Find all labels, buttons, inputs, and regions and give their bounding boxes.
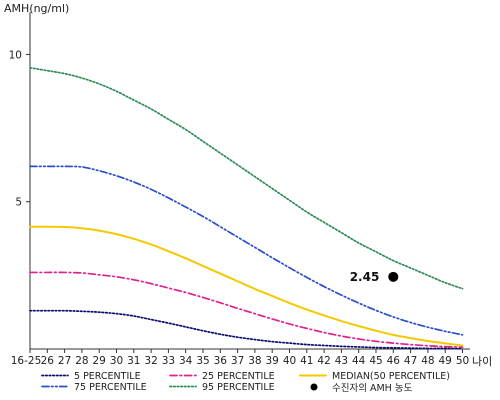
- x-tick-label: 16-25: [11, 355, 42, 367]
- x-tick-label: 35: [196, 355, 209, 367]
- y-tick-label: 5: [15, 197, 22, 209]
- point-layer: 2.45: [350, 270, 399, 284]
- legend-label: 5 PERCENTILE: [74, 371, 141, 382]
- series-line-95-percentile: [29, 66, 464, 290]
- x-tick-label: 28: [75, 355, 88, 367]
- x-tick-label: 29: [93, 355, 106, 367]
- x-tick-label: 38: [248, 355, 261, 367]
- patient-point-label: 2.45: [350, 270, 380, 284]
- series-layer: [29, 66, 464, 350]
- x-tick-label: 45: [369, 355, 382, 367]
- patient-point: [388, 271, 399, 282]
- x-tick-label: 31: [127, 355, 140, 367]
- x-tick-label: 33: [162, 355, 175, 367]
- legend-label: 75 PERCENTILE: [74, 382, 147, 393]
- x-tick-label: 40: [283, 355, 296, 367]
- series-line-75-percentile: [29, 165, 464, 336]
- x-tick-label: 44: [352, 355, 366, 367]
- legend-label: 95 PERCENTILE: [202, 382, 275, 393]
- x-tick-label: 46: [387, 355, 401, 367]
- x-tick-label: 27: [58, 355, 71, 367]
- x-tick-label: 47: [404, 355, 417, 367]
- legend-label: 25 PERCENTILE: [202, 371, 275, 382]
- y-axis-title: AMH(ng/ml): [4, 2, 69, 15]
- x-tick-label: 34: [179, 355, 193, 367]
- axes: 5 10 AMH(ng/ml) 16-25 26 27 28 29 30 31 32 33 34 35 36…: [4, 2, 492, 368]
- legend-point-label: 수진자의 AMH 농도: [332, 383, 413, 394]
- series-line-5-percentile: [29, 309, 464, 350]
- x-axis-title: 나이: [472, 355, 492, 368]
- x-tick-label: 50: [456, 355, 469, 367]
- x-tick-label: 48: [421, 355, 434, 367]
- legend-point-marker: [310, 383, 318, 391]
- x-tick-label: 39: [266, 355, 279, 367]
- x-tick-label: 42: [317, 355, 330, 367]
- series-line-25-percentile: [29, 271, 464, 349]
- legend-label: MEDIAN(50 PERCENTILE): [332, 371, 450, 382]
- series-line-median-50-percentile-: [29, 225, 464, 347]
- x-tick-label: 30: [110, 355, 123, 367]
- x-tick-label: 49: [439, 355, 452, 367]
- y-tick-label: 10: [9, 49, 22, 61]
- x-tick-label: 26: [41, 355, 55, 367]
- x-tick-label: 37: [231, 355, 244, 367]
- x-tick-label: 43: [335, 355, 348, 367]
- x-tick-label: 32: [144, 355, 157, 367]
- x-tick-label: 41: [300, 355, 313, 367]
- legend: 5 PERCENTILE 25 PERCENTILE MEDIAN(50 PERCE…: [41, 371, 450, 394]
- x-tick-label: 36: [214, 355, 228, 367]
